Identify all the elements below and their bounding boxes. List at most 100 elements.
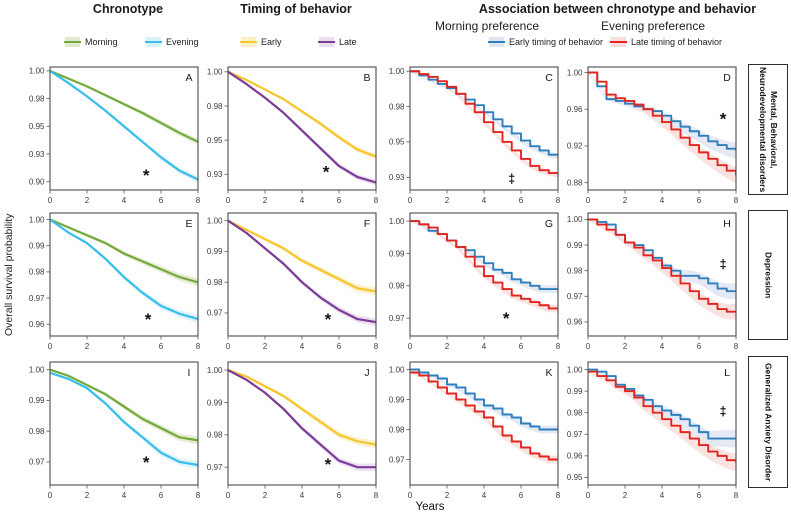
asterisk-symbol: * xyxy=(720,109,727,128)
x-tick-label: 8 xyxy=(734,342,739,351)
x-tick-label: 0 xyxy=(48,196,53,205)
x-tick-label: 0 xyxy=(226,342,231,351)
panel-letter: B xyxy=(363,72,370,84)
y-tick-label: 1.00 xyxy=(567,365,583,374)
survival-curve xyxy=(228,219,376,324)
legend-label-evening: Evening xyxy=(166,37,199,47)
subheader-morning-preference: Morning preference xyxy=(434,19,540,33)
x-tick-label: 2 xyxy=(85,342,90,351)
panel-letter: C xyxy=(545,72,553,84)
row-label-mental-behavioral: Mental, Behavioral, Neurodevelopmental d… xyxy=(748,64,788,195)
asterisk-symbol: * xyxy=(325,455,332,474)
morning-swatch-icon xyxy=(64,37,81,47)
x-tick-label: 2 xyxy=(445,491,450,500)
panel-letter: I xyxy=(188,367,191,379)
x-tick-label: 4 xyxy=(660,491,665,500)
double-dagger-symbol: ‡ xyxy=(508,172,515,186)
y-tick-label: 0.93 xyxy=(389,173,405,182)
survival-curve xyxy=(50,69,198,143)
x-tick-label: 4 xyxy=(482,196,487,205)
y-tick-label: 0.97 xyxy=(567,292,583,301)
panel-A: 1.00 0.98 0.95 0.93 0.90 0 2 4 6 8 A * xyxy=(29,66,201,205)
column-header-timing: Timing of behavior xyxy=(240,2,352,16)
y-tick-label: 1.00 xyxy=(29,365,45,374)
ci-band xyxy=(228,369,376,472)
x-tick-label: 6 xyxy=(159,196,164,205)
asterisk-symbol: * xyxy=(323,163,330,182)
legend-label-early: Early xyxy=(261,37,282,47)
row-label-text: Mental, Behavioral, Neurodevelopmental d… xyxy=(758,66,780,193)
y-tick-label: 1.00 xyxy=(567,215,583,224)
x-tick-label: 0 xyxy=(586,491,591,500)
y-tick-label: 0.97 xyxy=(389,455,405,464)
y-tick-label: 0.93 xyxy=(29,150,45,159)
x-tick-label: 2 xyxy=(263,342,268,351)
y-tick-label: 0.95 xyxy=(207,136,223,145)
y-tick-label: 0.99 xyxy=(389,249,405,258)
ci-band xyxy=(588,371,736,472)
x-tick-label: 8 xyxy=(374,491,379,500)
late-timing-swatch-icon xyxy=(610,37,627,47)
x-tick-label: 0 xyxy=(48,342,53,351)
x-tick-label: 4 xyxy=(122,196,127,205)
x-tick-label: 0 xyxy=(226,196,231,205)
y-tick-label: 0.98 xyxy=(567,266,583,275)
y-tick-label: 0.95 xyxy=(389,138,405,147)
late-swatch-icon xyxy=(318,37,335,47)
survival-curve xyxy=(228,219,376,293)
survival-curve xyxy=(50,371,198,467)
y-tick-label: 0.92 xyxy=(567,142,583,151)
panel-E: 1.00 0.99 0.98 0.97 0.96 0 2 4 6 8 E * xyxy=(29,212,201,351)
panel-D: 1.00 0.96 0.92 0.880 2 4 6 8 D * xyxy=(567,66,739,205)
x-tick-label: 8 xyxy=(556,491,561,500)
legend-item-early-timing: Early timing of behavior xyxy=(488,37,603,47)
survival-curve xyxy=(50,368,198,442)
y-tick-label: 0.97 xyxy=(567,430,583,439)
column-header-chronotype: Chronotype xyxy=(92,2,164,16)
row-label-text: Generalized Anxiety Disorder xyxy=(763,362,774,482)
x-tick-label: 4 xyxy=(300,491,305,500)
y-tick-label: 0.99 xyxy=(29,242,45,251)
y-tick-label: 0.95 xyxy=(567,473,583,482)
x-tick-label: 8 xyxy=(196,491,201,500)
x-tick-label: 4 xyxy=(660,342,665,351)
legend-label-early-timing: Early timing of behavior xyxy=(509,37,604,47)
x-tick-label: 0 xyxy=(408,196,413,205)
survival-curve xyxy=(50,218,198,321)
y-tick-label: 0.97 xyxy=(29,294,45,303)
survival-curve xyxy=(588,368,736,440)
survival-curve xyxy=(228,70,376,158)
panel-K: 1.00 0.99 0.98 0.97 0 2 4 6 8 K xyxy=(389,361,561,500)
x-tick-label: 0 xyxy=(408,491,413,500)
x-tick-label: 0 xyxy=(48,491,53,500)
x-tick-label: 6 xyxy=(159,342,164,351)
x-tick-label: 8 xyxy=(196,342,201,351)
x-tick-label: 2 xyxy=(623,491,628,500)
plot-border xyxy=(409,361,559,486)
panel-G: 1.00 0.99 0.98 0.97 0 2 4 6 8 G * xyxy=(389,212,561,351)
survival-curve xyxy=(228,369,376,469)
subheader-evening-preference: Evening preference xyxy=(600,19,706,33)
x-tick-label: 4 xyxy=(300,196,305,205)
x-tick-label: 8 xyxy=(556,342,561,351)
x-tick-label: 2 xyxy=(445,342,450,351)
y-tick-label: 1.00 xyxy=(207,366,223,375)
x-tick-label: 4 xyxy=(482,491,487,500)
y-tick-label: 0.97 xyxy=(207,309,223,318)
y-tick-label: 0.99 xyxy=(207,398,223,407)
y-tick-label: 0.98 xyxy=(389,102,405,111)
x-tick-label: 2 xyxy=(623,342,628,351)
y-tick-label: 0.98 xyxy=(207,102,223,111)
panel-letter: F xyxy=(364,218,370,230)
ci-band xyxy=(410,70,558,178)
row-label-depression: Depression xyxy=(748,210,788,340)
x-tick-label: 4 xyxy=(122,342,127,351)
y-tick-label: 1.00 xyxy=(29,215,45,224)
legend-label-morning: Morning xyxy=(85,37,118,47)
panel-B: 1.00 0.98 0.95 0.93 0 2 4 6 8 B * xyxy=(207,66,379,205)
asterisk-symbol: * xyxy=(143,453,150,472)
y-tick-label: 0.98 xyxy=(389,425,405,434)
y-tick-label: 0.98 xyxy=(29,427,45,436)
survival-curve xyxy=(410,368,558,431)
